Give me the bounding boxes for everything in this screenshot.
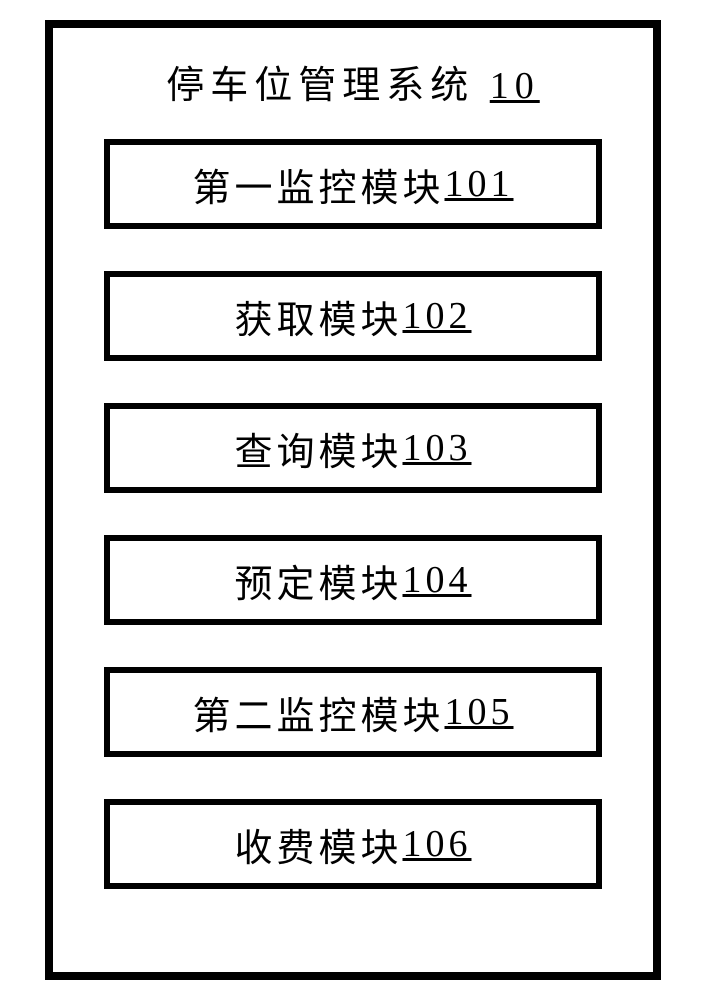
module-number: 105 bbox=[445, 690, 514, 734]
module-number: 101 bbox=[445, 162, 514, 206]
module-box: 第一监控模块 101 bbox=[104, 139, 602, 229]
module-label: 收费模块 bbox=[234, 817, 402, 872]
module-box: 获取模块 102 bbox=[104, 271, 602, 361]
module-label: 第二监控模块 bbox=[192, 685, 444, 740]
module-box: 第二监控模块 105 bbox=[104, 667, 602, 757]
module-number: 102 bbox=[403, 294, 472, 338]
module-label: 获取模块 bbox=[234, 289, 402, 344]
module-label: 查询模块 bbox=[234, 421, 402, 476]
module-box: 查询模块 103 bbox=[104, 403, 602, 493]
module-number: 104 bbox=[403, 558, 472, 602]
system-title: 停车位管理系统 10 bbox=[166, 54, 540, 109]
system-title-label: 停车位管理系统 bbox=[166, 65, 474, 107]
system-container: 停车位管理系统 10 第一监控模块 101 获取模块 102 查询模块 103 预定模… bbox=[45, 20, 661, 980]
module-label: 第一监控模块 bbox=[192, 157, 444, 212]
module-list: 第一监控模块 101 获取模块 102 查询模块 103 预定模块 104 第二监控模块… bbox=[104, 139, 602, 889]
module-label: 预定模块 bbox=[234, 553, 402, 608]
module-box: 收费模块 106 bbox=[104, 799, 602, 889]
module-number: 103 bbox=[403, 426, 472, 470]
system-title-number: 10 bbox=[490, 65, 540, 107]
module-box: 预定模块 104 bbox=[104, 535, 602, 625]
module-number: 106 bbox=[403, 822, 472, 866]
